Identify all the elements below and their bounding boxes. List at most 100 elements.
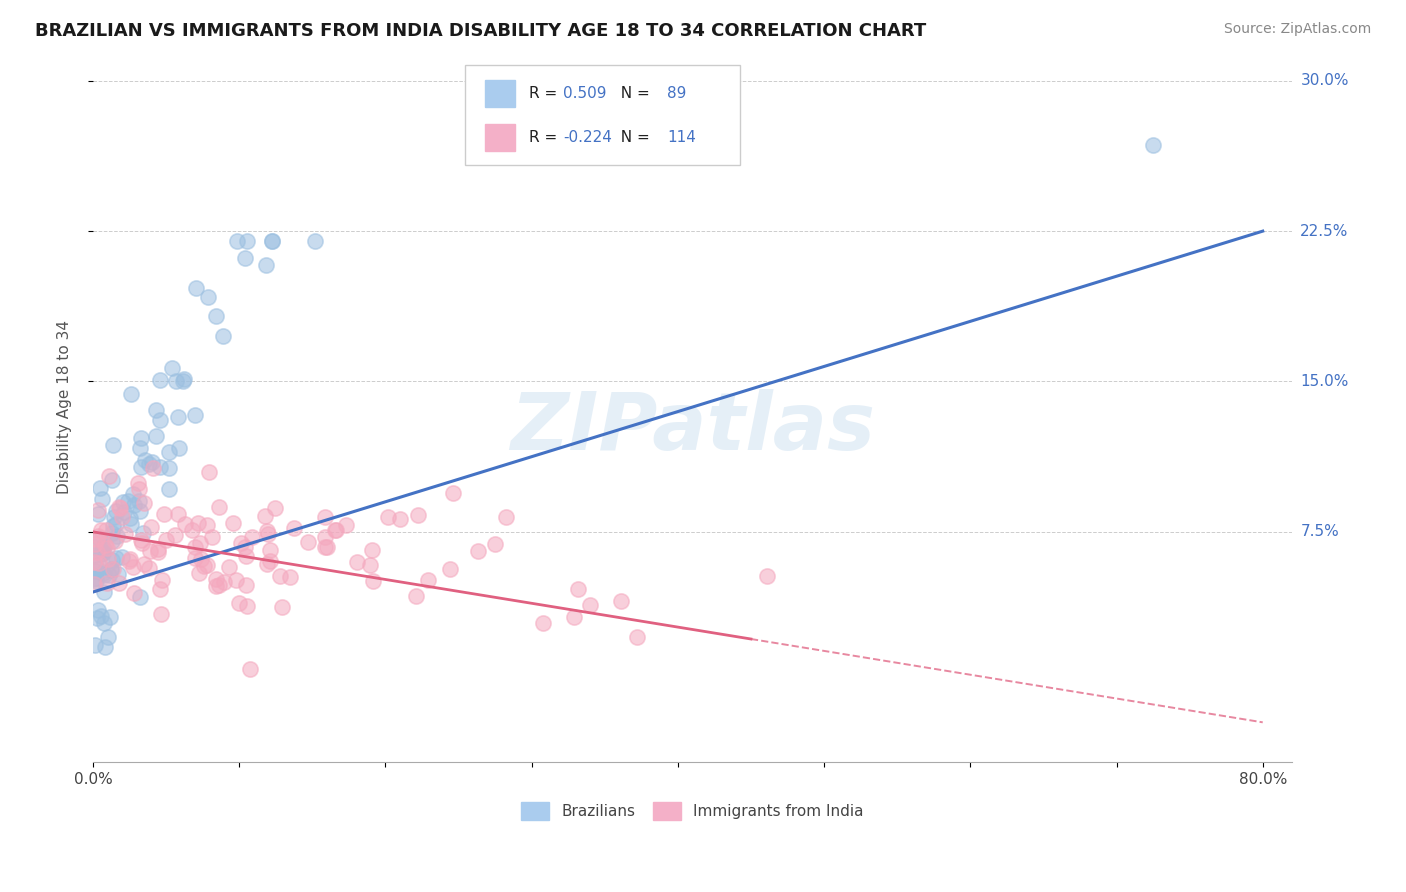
Point bbox=[100, 563, 122, 577]
Point bbox=[165, 374, 187, 388]
Point bbox=[141, 455, 163, 469]
Point bbox=[484, 537, 506, 551]
Text: 7.5%: 7.5% bbox=[1301, 524, 1339, 540]
Text: 114: 114 bbox=[668, 130, 696, 145]
Point bbox=[228, 596, 250, 610]
Point bbox=[181, 523, 204, 537]
Point bbox=[86, 562, 108, 576]
Text: Source: ZipAtlas.com: Source: ZipAtlas.com bbox=[1223, 22, 1371, 37]
Point bbox=[149, 460, 172, 475]
Point bbox=[107, 576, 129, 591]
Point bbox=[233, 252, 256, 266]
Point bbox=[208, 577, 231, 591]
Point bbox=[184, 551, 207, 566]
Point bbox=[128, 504, 150, 518]
Point bbox=[235, 578, 257, 592]
Text: R =: R = bbox=[530, 87, 562, 102]
Point bbox=[98, 610, 121, 624]
Point bbox=[128, 441, 150, 455]
Point bbox=[221, 516, 243, 531]
Point bbox=[157, 461, 180, 475]
Point bbox=[146, 544, 169, 558]
Point bbox=[225, 574, 247, 588]
Point bbox=[93, 568, 115, 582]
Point bbox=[84, 548, 107, 562]
Point bbox=[120, 517, 142, 532]
Point bbox=[314, 541, 336, 555]
Point bbox=[89, 531, 111, 545]
Point bbox=[101, 519, 124, 533]
Point bbox=[205, 579, 228, 593]
Point bbox=[86, 558, 108, 573]
Point bbox=[128, 494, 150, 508]
Point bbox=[235, 549, 257, 564]
Point bbox=[208, 500, 231, 515]
Point bbox=[236, 599, 259, 614]
Point bbox=[86, 532, 108, 546]
Point bbox=[304, 234, 326, 248]
Point bbox=[262, 234, 284, 248]
Point bbox=[166, 409, 188, 424]
Point bbox=[83, 564, 105, 578]
Point bbox=[531, 615, 554, 630]
Point bbox=[111, 495, 134, 509]
Legend: Brazilians, Immigrants from India: Brazilians, Immigrants from India bbox=[515, 796, 870, 826]
Point bbox=[129, 590, 152, 604]
Point bbox=[405, 589, 427, 603]
Point bbox=[145, 402, 167, 417]
Point bbox=[316, 540, 339, 554]
Point bbox=[132, 557, 155, 571]
Point bbox=[108, 500, 131, 515]
Point bbox=[93, 584, 115, 599]
Point bbox=[87, 556, 110, 570]
Point bbox=[256, 557, 278, 571]
Point bbox=[117, 554, 139, 568]
Point bbox=[103, 510, 125, 524]
Point bbox=[187, 516, 209, 530]
Point bbox=[100, 473, 122, 487]
Point bbox=[101, 533, 124, 548]
Point bbox=[193, 559, 215, 574]
Text: N =: N = bbox=[612, 87, 655, 102]
Point bbox=[87, 507, 110, 521]
Point bbox=[173, 516, 195, 531]
Point bbox=[197, 290, 219, 304]
Point bbox=[91, 546, 114, 560]
Point bbox=[111, 550, 134, 565]
Point bbox=[360, 542, 382, 557]
Point bbox=[101, 437, 124, 451]
Point bbox=[198, 465, 221, 479]
Point bbox=[107, 500, 129, 514]
Point bbox=[184, 281, 207, 295]
Point bbox=[128, 482, 150, 496]
Point bbox=[256, 524, 278, 538]
Text: R =: R = bbox=[530, 130, 562, 145]
Point bbox=[254, 258, 277, 272]
Point bbox=[105, 529, 128, 543]
Point bbox=[188, 566, 211, 581]
Point bbox=[160, 361, 183, 376]
Point bbox=[86, 545, 108, 559]
Point bbox=[150, 574, 173, 588]
Point bbox=[86, 528, 108, 542]
Point bbox=[84, 536, 107, 550]
Point bbox=[233, 541, 256, 555]
Point bbox=[190, 552, 212, 566]
Point bbox=[212, 574, 235, 589]
Text: -0.224: -0.224 bbox=[562, 130, 612, 145]
Point bbox=[441, 486, 464, 500]
Point bbox=[335, 518, 357, 533]
Point bbox=[377, 510, 399, 524]
Y-axis label: Disability Age 18 to 34: Disability Age 18 to 34 bbox=[58, 319, 72, 493]
Point bbox=[212, 329, 235, 343]
Point bbox=[90, 523, 112, 537]
Point bbox=[96, 576, 118, 591]
Point bbox=[90, 548, 112, 562]
Point bbox=[139, 543, 162, 558]
Point bbox=[567, 582, 589, 596]
Point bbox=[346, 555, 368, 569]
Point bbox=[388, 512, 411, 526]
Point bbox=[138, 561, 160, 575]
Point bbox=[218, 560, 240, 574]
Point bbox=[197, 518, 219, 533]
